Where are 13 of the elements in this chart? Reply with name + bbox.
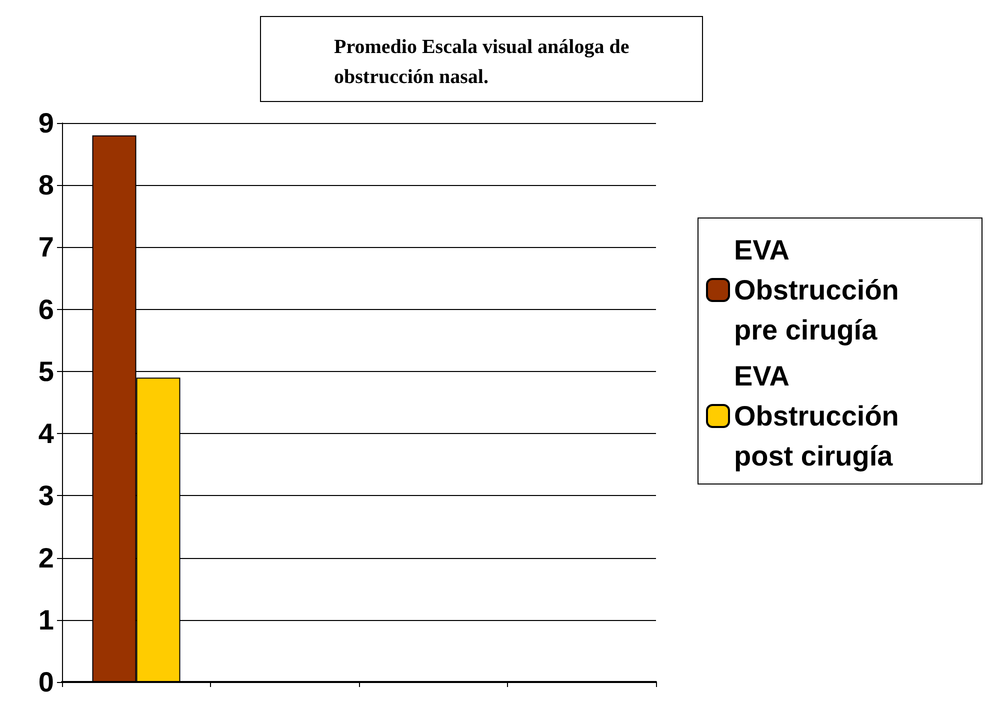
legend-label: EVA Obstrucción post cirugía	[734, 360, 899, 472]
y-tick-label: 6	[38, 294, 54, 325]
y-tick-label: 3	[38, 480, 54, 512]
y-tick-label: 0	[38, 666, 54, 698]
y-tick-label: 4	[38, 418, 54, 450]
legend-label: EVA Obstrucción pre cirugía	[734, 234, 899, 346]
y-tick-label: 1	[38, 604, 54, 636]
y-tick-label: 2	[38, 542, 54, 574]
y-tick-label: 8	[38, 170, 54, 201]
y-tick-label: 7	[38, 232, 54, 263]
y-tick-label: 9	[38, 108, 54, 138]
chart-title: Promedio Escala visual análoga de obstrucción nasal.	[334, 36, 630, 88]
y-tick-label: 5	[38, 356, 54, 387]
